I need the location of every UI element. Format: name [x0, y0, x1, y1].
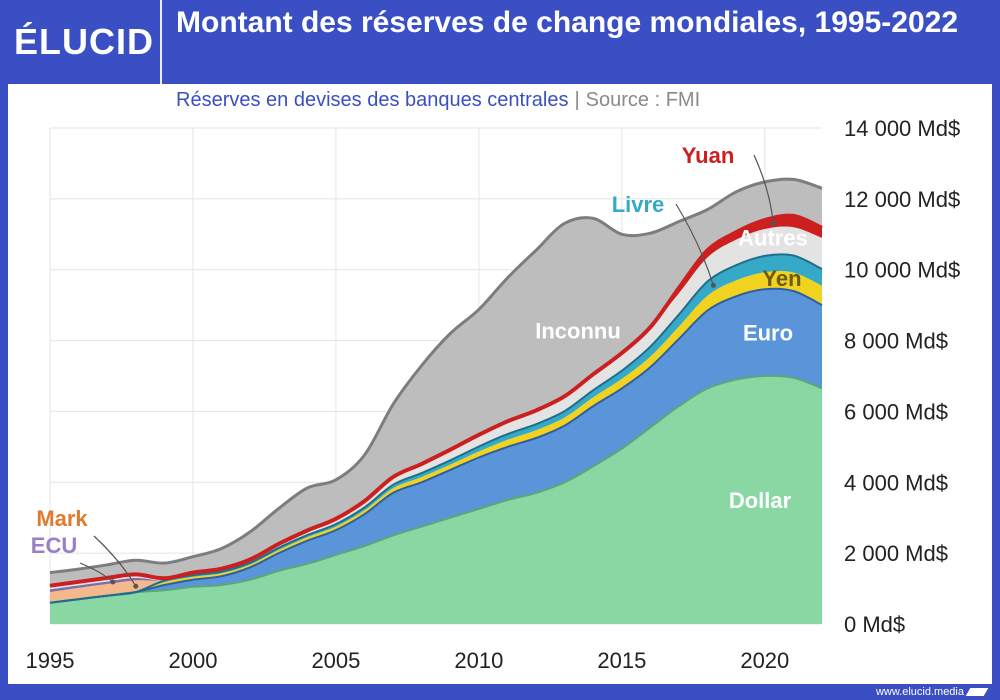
label-mark: Mark: [36, 506, 88, 531]
y-tick-label: 8 000 Md$: [844, 329, 948, 354]
boundary-dollar: [49, 374, 823, 604]
series-labels: Dollar Euro Inconnu Yen Autres Yuan Livre MarkE…: [31, 143, 808, 558]
y-tick-label: 2 000 Md$: [844, 541, 948, 566]
label-autres: Autres: [738, 225, 808, 250]
chart-subtitle: Réserves en devises des banques centrale…: [176, 89, 700, 112]
label-inconnu: Inconnu: [535, 318, 621, 343]
y-tick-label: 14 000 Md$: [844, 116, 960, 141]
y-tick-label: 6 000 Md$: [844, 399, 948, 424]
y-tick-label: 4 000 Md$: [844, 470, 948, 495]
leader-livre: [675, 203, 714, 286]
series-areas: [49, 177, 823, 624]
area-euro: [50, 288, 822, 603]
subtitle-text: Réserves en devises des banques centrale…: [176, 89, 569, 111]
x-tick-label: 1995: [26, 648, 75, 673]
leader-dot-mark: [133, 583, 139, 589]
yuan-line: [49, 213, 823, 588]
leader-dot-livre: [710, 282, 716, 288]
leader-lines: [79, 154, 776, 589]
x-tick-label: 2015: [597, 648, 646, 673]
x-tick-label: 2010: [454, 648, 503, 673]
leader-yuan: [753, 154, 774, 224]
leader-mark: [93, 535, 137, 587]
source-text: Source : FMI: [585, 89, 701, 111]
label-livre: Livre: [612, 192, 665, 217]
x-tick-label: 2000: [168, 648, 217, 673]
x-tick-labels: 1995 2000 2005 2010 2015 2020: [26, 648, 790, 673]
x-tick-label: 2005: [311, 648, 360, 673]
label-yen: Yen: [762, 266, 801, 291]
leader-dot-yuan: [770, 221, 776, 227]
boundary-euro: [49, 287, 823, 604]
label-yuan: Yuan: [682, 143, 735, 168]
y-tick-label: 0 Md$: [844, 612, 905, 637]
subtitle-separator: |: [574, 89, 580, 111]
area-dollar: [50, 375, 822, 624]
label-ecu: ECU: [31, 533, 77, 558]
chart-title: Montant des réserves de change mondiales…: [176, 6, 959, 39]
boundary-inconnu: [49, 177, 823, 575]
header: ÉLUCID Montant des réserves de change mo…: [0, 0, 1000, 84]
label-dollar: Dollar: [729, 488, 792, 513]
leader-dot-ecu: [110, 579, 116, 585]
footer-url: www.elucid.media: [875, 686, 964, 698]
x-tick-label: 2020: [740, 648, 789, 673]
y-tick-labels: 0 Md$ 2 000 Md$ 4 000 Md$ 6 000 Md$ 8 000 Md…: [844, 116, 960, 637]
elucid-logo: ÉLUCID: [14, 21, 154, 62]
area-inconnu: [50, 179, 822, 586]
header-divider: [160, 0, 162, 84]
label-euro: Euro: [743, 321, 793, 346]
y-tick-label: 12 000 Md$: [844, 187, 960, 212]
y-tick-label: 10 000 Md$: [844, 258, 960, 283]
